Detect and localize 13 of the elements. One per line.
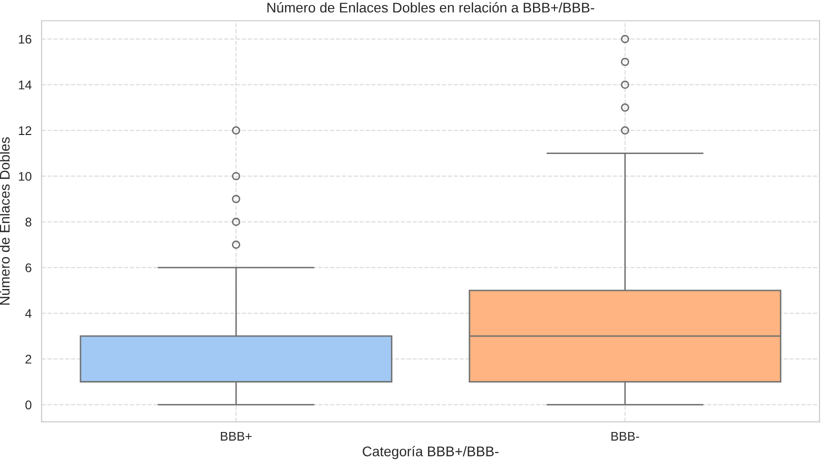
y-tick-label: 8	[25, 218, 32, 227]
y-tick-label: 10	[18, 172, 32, 181]
y-tick-label: 6	[26, 263, 32, 272]
x-axis-title: Categoría BBB+/BBB-	[362, 446, 498, 460]
y-tick-label: 12	[18, 126, 32, 135]
chart-title: Número de Enlaces Dobles en relación a BBB+/BBB-	[267, 2, 594, 13]
y-tick-label: 0	[25, 400, 32, 410]
x-tick-label: BBB-	[611, 432, 640, 441]
y-tick-label: 2	[26, 354, 32, 364]
x-tick-label: BBB+	[220, 432, 252, 441]
y-tick-label: 16	[18, 34, 32, 44]
y-tick-label: 14	[18, 80, 32, 90]
y-tick-label: 4	[25, 309, 32, 318]
